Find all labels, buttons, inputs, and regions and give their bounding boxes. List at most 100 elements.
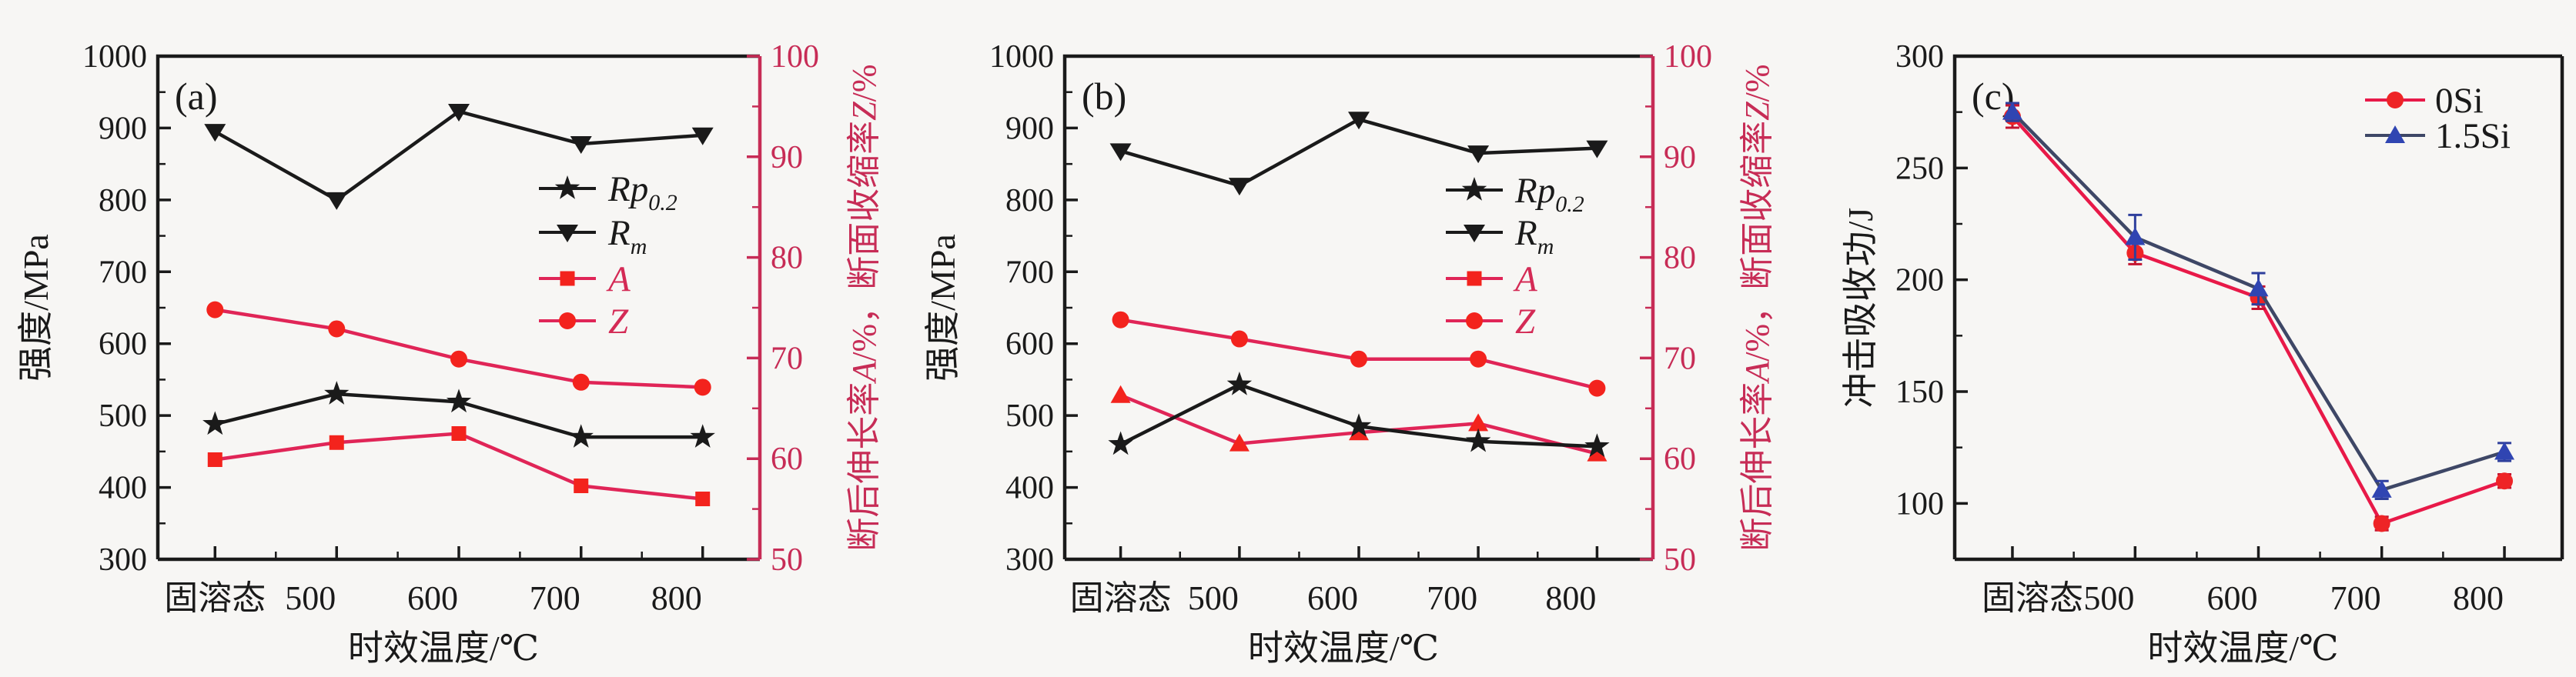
y-axis-left-b: 1000 900 800 700 600 500 400 300: [989, 39, 1078, 578]
x-tick-label: 固溶态: [164, 579, 266, 617]
x-axis-c: 固溶态 500 600 700 800: [1982, 546, 2506, 617]
legend-item-a: A: [1446, 259, 1537, 299]
circle-marker: [572, 373, 590, 391]
y-tick-label: 900: [1005, 111, 1054, 146]
star-marker: [568, 424, 594, 448]
y-tick-label: 250: [1895, 151, 1944, 186]
tri-up-marker: [1468, 413, 1489, 432]
legend-item-rm: Rm: [1446, 213, 1554, 259]
legend-item-a: A: [539, 259, 631, 299]
x-tick-label: 500: [1188, 579, 1239, 617]
tri-down-marker: [570, 135, 592, 154]
legend-label: Rp0.2: [607, 169, 677, 215]
tri-down-marker: [1228, 178, 1250, 196]
legend-label: Z: [608, 302, 629, 342]
y-axis-left-a: 1000 900 800 700 600 500 400 300: [82, 39, 171, 578]
axes-c: 300 250 200 150 100 固溶态 500 600 700 800: [1895, 39, 2564, 617]
y-tick-label: 100: [1895, 486, 1944, 522]
x-tick-label: 500: [285, 579, 336, 617]
x-tick-label: 500: [2083, 579, 2134, 617]
circle-marker: [328, 320, 346, 338]
y-tick-label: 700: [1005, 255, 1054, 290]
y-tick-label: 80: [771, 241, 803, 276]
y-axis-left-c: 300 250 200 150 100: [1895, 39, 1968, 522]
legend-label: Rm: [1514, 213, 1554, 259]
y-tick-label: 1000: [989, 39, 1054, 75]
x-tick-label: 600: [1307, 579, 1358, 617]
panel-label: (a): [175, 75, 218, 118]
x-axis-title: 时效温度/℃: [1248, 629, 1439, 668]
y-tick-label: 200: [1895, 263, 1944, 298]
tri-down-marker: [448, 103, 470, 122]
panel-b: 1000 900 800 700 600 500 400 300 100 90 80 70 60 50 固溶…: [923, 39, 1776, 668]
tri-down-marker: [1464, 225, 1485, 242]
y-tick-label: 100: [1664, 39, 1712, 75]
circle-marker: [694, 379, 711, 396]
y-tick-label: 900: [99, 111, 147, 146]
legend-item-0si: 0Si: [2365, 81, 2484, 121]
tri-down-marker: [1348, 112, 1370, 130]
legend-label: 0Si: [2435, 81, 2484, 121]
x-axis-title: 时效温度/℃: [348, 629, 539, 668]
x-axis-b: 固溶态 500 600 700 800: [1070, 546, 1599, 617]
star-marker: [1346, 413, 1372, 437]
y-tick-label: 300: [1005, 542, 1054, 578]
x-tick-label: 600: [407, 579, 458, 617]
legend-label: Z: [1515, 302, 1536, 342]
tri-down-marker: [557, 225, 578, 242]
circle-marker: [559, 312, 576, 329]
legend-item-z: Z: [1446, 302, 1536, 342]
square-marker: [1467, 271, 1482, 286]
legend-label: A: [1513, 259, 1537, 299]
y-tick-label: 600: [1005, 327, 1054, 362]
tri-down-marker: [1109, 143, 1132, 162]
panel-label: (b): [1082, 75, 1126, 118]
series-15si: [2002, 102, 2515, 501]
legend-label: Rp0.2: [1514, 171, 1584, 217]
series-z: [1112, 311, 1606, 397]
legend-label: 1.5Si: [2435, 116, 2511, 156]
y-axis-right-a: 100 90 80 70 60 50: [747, 39, 819, 578]
legend-item-rp02: Rp0.2: [1446, 171, 1584, 217]
tri-up-marker: [1229, 433, 1250, 452]
x-tick-label: 700: [530, 579, 580, 617]
star-marker: [1461, 177, 1487, 201]
tri-up-marker: [2125, 227, 2146, 245]
y-tick-label: 60: [1664, 442, 1696, 477]
legend-label: Rm: [607, 213, 647, 259]
y-tick-label: 300: [99, 542, 147, 578]
tri-up-marker: [1587, 443, 1607, 462]
x-tick-label: 600: [2207, 579, 2258, 617]
series-line: [214, 308, 703, 389]
square-marker: [560, 271, 575, 286]
right-axis-title: 断后伸长率A/%，断面收缩率Z/%: [1738, 64, 1776, 551]
circle-marker: [450, 350, 467, 368]
series-rm: [204, 103, 714, 210]
y-tick-label: 50: [1664, 542, 1696, 578]
y-tick-label: 400: [1005, 471, 1054, 506]
square-marker: [574, 479, 589, 494]
plot-frame: [1062, 54, 1653, 562]
y-axis-title: 强度/MPa: [16, 234, 55, 382]
circle-marker: [1112, 311, 1129, 328]
x-tick-label: 700: [2330, 579, 2381, 617]
star-marker: [690, 424, 715, 448]
y-tick-label: 100: [771, 39, 819, 75]
x-tick-label: 固溶态: [1982, 579, 2083, 617]
y-tick-label: 1000: [82, 39, 147, 75]
y-tick-label: 500: [99, 399, 147, 434]
y-tick-label: 300: [1895, 39, 1944, 75]
x-tick-label: 固溶态: [1070, 579, 1172, 617]
series-a: [207, 426, 711, 507]
y-tick-label: 800: [99, 183, 147, 218]
series-line: [2011, 115, 2505, 526]
tri-up-marker: [2371, 479, 2392, 498]
panel-a: 1000 900 800 700 600 500 400 300 100 90 80 70 60 50 固溶…: [16, 39, 883, 668]
axes-a: 1000 900 800 700 600 500 400 300 100 90 80 70 60 50 固溶…: [82, 39, 819, 617]
y-tick-label: 150: [1895, 375, 1944, 410]
